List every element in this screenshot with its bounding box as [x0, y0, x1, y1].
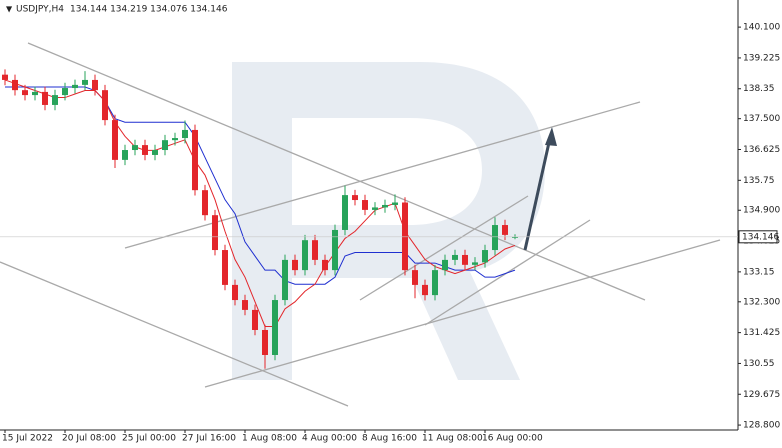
candle-body: [22, 90, 28, 96]
forecast-arrow: [523, 127, 557, 251]
candle-body: [422, 284, 428, 296]
candle-body: [122, 150, 128, 160]
candle-body: [212, 215, 218, 251]
candle-body: [332, 229, 338, 271]
candle-body: [142, 145, 148, 155]
candle-body: [2, 74, 8, 80]
candle-body: [12, 79, 18, 91]
candle-body: [32, 91, 38, 96]
candle-body: [342, 195, 348, 230]
y-tick-label: 135.75: [743, 176, 775, 186]
chart-title: USDJPY,H4: [16, 5, 64, 15]
y-tick-label: 140.100: [743, 23, 780, 33]
watermark: [232, 62, 545, 380]
candle-body: [352, 195, 358, 201]
y-tick-label: 128.800: [743, 421, 780, 431]
candle-body: [372, 207, 378, 210]
x-tick-label: 8 Aug 16:00: [362, 434, 417, 444]
candle-body: [502, 225, 508, 235]
y-tick-label: 138.35: [743, 84, 775, 94]
candle-body: [202, 190, 208, 216]
candle-body: [312, 240, 318, 260]
candle-body: [192, 129, 198, 191]
candle-body: [392, 202, 398, 205]
y-tick-label: 133.15: [743, 267, 775, 277]
candle-body: [42, 91, 48, 105]
candle-body: [362, 200, 368, 210]
candle-body: [82, 79, 88, 85]
candle-body: [452, 254, 458, 260]
candle-body: [462, 254, 468, 265]
candle-body: [472, 262, 478, 265]
chart-subtitle: 134.144 134.219 134.076 134.146: [70, 5, 228, 15]
x-tick-label: 20 Jul 08:00: [62, 434, 116, 444]
y-tick-label: 130.55: [743, 359, 775, 369]
tenkan-line: [4, 79, 516, 327]
current-price-box: [738, 230, 778, 244]
candle-body: [72, 84, 78, 89]
current-price-label: 134.146: [742, 232, 779, 242]
candle-body: [292, 259, 298, 271]
candle-body: [402, 202, 408, 271]
y-tick-label: 136.625: [743, 145, 780, 155]
candle-body: [152, 150, 158, 155]
y-tick-label: 137.500: [743, 114, 780, 124]
x-tick-label: 27 Jul 16:00: [182, 434, 236, 444]
candle-body: [262, 329, 268, 355]
x-tick-label: 16 Aug 00:00: [482, 434, 543, 444]
candle-body: [302, 240, 308, 271]
y-tick-label: 132.300: [743, 297, 780, 307]
candle-body: [282, 259, 288, 301]
candle-body: [92, 79, 98, 91]
y-tick-label: 131.425: [743, 328, 780, 338]
candle-body: [222, 250, 228, 285]
candle-body: [412, 270, 418, 285]
y-tick-label: 139.225: [743, 53, 780, 63]
x-tick-label: 4 Aug 00:00: [302, 434, 357, 444]
candle-body: [172, 138, 178, 141]
candle-body: [132, 145, 138, 151]
candle-body: [322, 259, 328, 271]
candle-body: [252, 309, 258, 330]
candle-body: [232, 284, 238, 301]
menu-arrow[interactable]: ▼: [6, 5, 13, 14]
candle-body: [492, 225, 498, 251]
candle-body: [512, 236, 518, 238]
candle-body: [112, 120, 118, 160]
candle-body: [482, 250, 488, 263]
candle-body: [382, 204, 388, 208]
candle-body: [182, 129, 188, 139]
x-tick-label: 25 Jul 00:00: [122, 434, 176, 444]
candle-body: [52, 95, 58, 105]
candle-body: [162, 140, 168, 151]
candle-body: [272, 300, 278, 355]
y-tick-label: 129.675: [743, 390, 780, 400]
candle-body: [62, 88, 68, 96]
x-tick-label: 15 Jul 2022: [2, 434, 53, 444]
x-tick-label: 1 Aug 08:00: [242, 434, 297, 444]
x-tick-label: 11 Aug 08:00: [422, 434, 483, 444]
candle-body: [242, 300, 248, 310]
candle-body: [102, 90, 108, 121]
candle-body: [442, 259, 448, 271]
candle-body: [432, 270, 438, 296]
y-tick-label: 134.900: [743, 206, 780, 216]
